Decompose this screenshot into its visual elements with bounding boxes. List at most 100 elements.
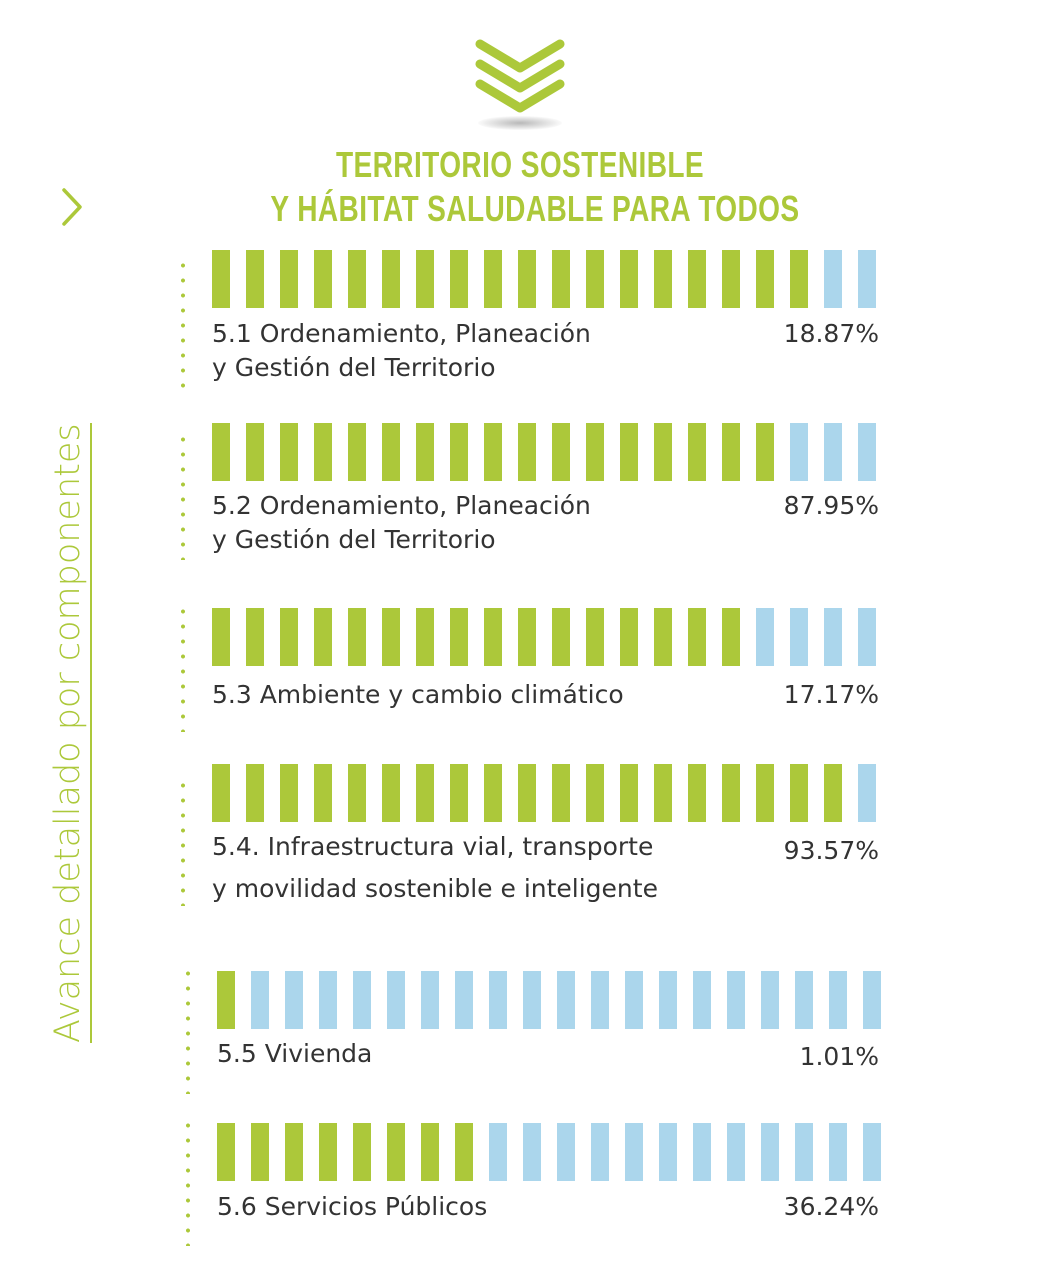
bar-segment-filled	[246, 608, 264, 666]
component-label: 5.2 Ordenamiento, Planeación y Gestión de…	[212, 489, 591, 557]
bar-segment-remaining	[557, 1123, 575, 1181]
bar-segment-remaining	[591, 1123, 609, 1181]
bar-segment-remaining	[829, 1123, 847, 1181]
bar-segment-filled	[450, 764, 468, 822]
bar-segment-filled	[620, 423, 638, 481]
bar-segment-remaining	[489, 1123, 507, 1181]
bar-segment-filled	[722, 250, 740, 308]
component-label: 5.3 Ambiente y cambio climático	[212, 678, 624, 712]
bar-segment-filled	[586, 608, 604, 666]
component-label-line: y Gestión del Territorio	[212, 525, 496, 554]
bar-segment-filled	[455, 1123, 473, 1181]
dotted-guide	[181, 604, 185, 732]
bar-segment-filled	[251, 1123, 269, 1181]
bar-segment-filled	[382, 423, 400, 481]
bar-segment-remaining	[863, 971, 881, 1029]
bar-segment-remaining	[591, 971, 609, 1029]
bar-segment-remaining	[693, 1123, 711, 1181]
side-label-container: Avance detallado por componentes	[48, 223, 92, 1043]
bar-segment-filled	[790, 764, 808, 822]
bar-segment-filled	[620, 608, 638, 666]
bar-segment-remaining	[795, 971, 813, 1029]
component-label-line: y Gestión del Territorio	[212, 353, 496, 382]
component-label-line: y movilidad sostenible e inteligente	[212, 874, 658, 903]
bar-segment-filled	[688, 423, 706, 481]
bar-segment-filled	[688, 608, 706, 666]
bar-segment-remaining	[625, 1123, 643, 1181]
bar-segment-filled	[722, 608, 740, 666]
bar-segment-filled	[348, 608, 366, 666]
bar-segment-filled	[416, 250, 434, 308]
dotted-guide	[186, 1118, 190, 1246]
progress-bar	[212, 608, 876, 666]
bar-segment-remaining	[858, 250, 876, 308]
bar-segment-filled	[319, 1123, 337, 1181]
bar-segment-remaining	[824, 423, 842, 481]
bar-segment-remaining	[790, 423, 808, 481]
progress-bar	[212, 250, 876, 308]
bar-segment-filled	[314, 423, 332, 481]
bar-segment-remaining	[727, 971, 745, 1029]
bar-segment-remaining	[790, 608, 808, 666]
dotted-guide	[186, 966, 190, 1094]
component-percentage: 1.01%	[799, 1042, 879, 1071]
y-axis-label: Avance detallado por componentes	[48, 423, 92, 1043]
bar-segment-filled	[688, 764, 706, 822]
component-label-line: 5.1 Ordenamiento, Planeación	[212, 319, 591, 348]
component-percentage: 17.17%	[783, 680, 879, 709]
bar-segment-filled	[620, 764, 638, 822]
bar-segment-filled	[552, 250, 570, 308]
bar-segment-filled	[722, 764, 740, 822]
bar-segment-filled	[620, 250, 638, 308]
bar-segment-filled	[387, 1123, 405, 1181]
bar-segment-remaining	[523, 1123, 541, 1181]
bar-segment-filled	[382, 608, 400, 666]
bar-segment-filled	[285, 1123, 303, 1181]
triple-chevron-down-icon	[475, 39, 565, 113]
bar-segment-filled	[212, 764, 230, 822]
bar-segment-filled	[314, 608, 332, 666]
bar-segment-filled	[450, 608, 468, 666]
bar-segment-filled	[416, 608, 434, 666]
bar-segment-filled	[416, 764, 434, 822]
component-label-line: 5.5 Vivienda	[217, 1039, 373, 1068]
bar-segment-remaining	[421, 971, 439, 1029]
bar-segment-filled	[382, 250, 400, 308]
bar-segment-remaining	[761, 971, 779, 1029]
bar-segment-remaining	[523, 971, 541, 1029]
bar-segment-filled	[217, 1123, 235, 1181]
component-label-line: 5.6 Servicios Públicos	[217, 1192, 488, 1221]
bar-segment-filled	[314, 764, 332, 822]
bar-segment-filled	[484, 764, 502, 822]
bar-segment-filled	[552, 608, 570, 666]
component-label-line: 5.4. Infraestructura vial, transporte	[212, 832, 654, 861]
bar-segment-filled	[280, 250, 298, 308]
bar-segment-filled	[824, 764, 842, 822]
bar-segment-filled	[654, 250, 672, 308]
bar-segment-remaining	[659, 1123, 677, 1181]
dotted-guide	[181, 258, 185, 388]
bar-segment-filled	[382, 764, 400, 822]
bar-segment-remaining	[756, 608, 774, 666]
bar-segment-remaining	[727, 1123, 745, 1181]
bar-segment-filled	[280, 764, 298, 822]
bar-segment-filled	[484, 608, 502, 666]
bar-segment-filled	[756, 764, 774, 822]
bar-segment-filled	[552, 423, 570, 481]
progress-bar	[217, 1123, 881, 1181]
component-percentage: 18.87%	[783, 319, 879, 348]
bar-segment-filled	[586, 423, 604, 481]
component-percentage: 36.24%	[783, 1192, 879, 1221]
component-label-line: 5.2 Ordenamiento, Planeación	[212, 491, 591, 520]
bar-segment-remaining	[829, 971, 847, 1029]
bar-segment-remaining	[795, 1123, 813, 1181]
bar-segment-remaining	[625, 971, 643, 1029]
bar-segment-filled	[212, 608, 230, 666]
bar-segment-filled	[217, 971, 235, 1029]
bar-segment-remaining	[693, 971, 711, 1029]
bar-segment-filled	[280, 608, 298, 666]
bar-segment-remaining	[761, 1123, 779, 1181]
bar-segment-filled	[416, 423, 434, 481]
bar-segment-filled	[552, 764, 570, 822]
bar-segment-filled	[280, 423, 298, 481]
